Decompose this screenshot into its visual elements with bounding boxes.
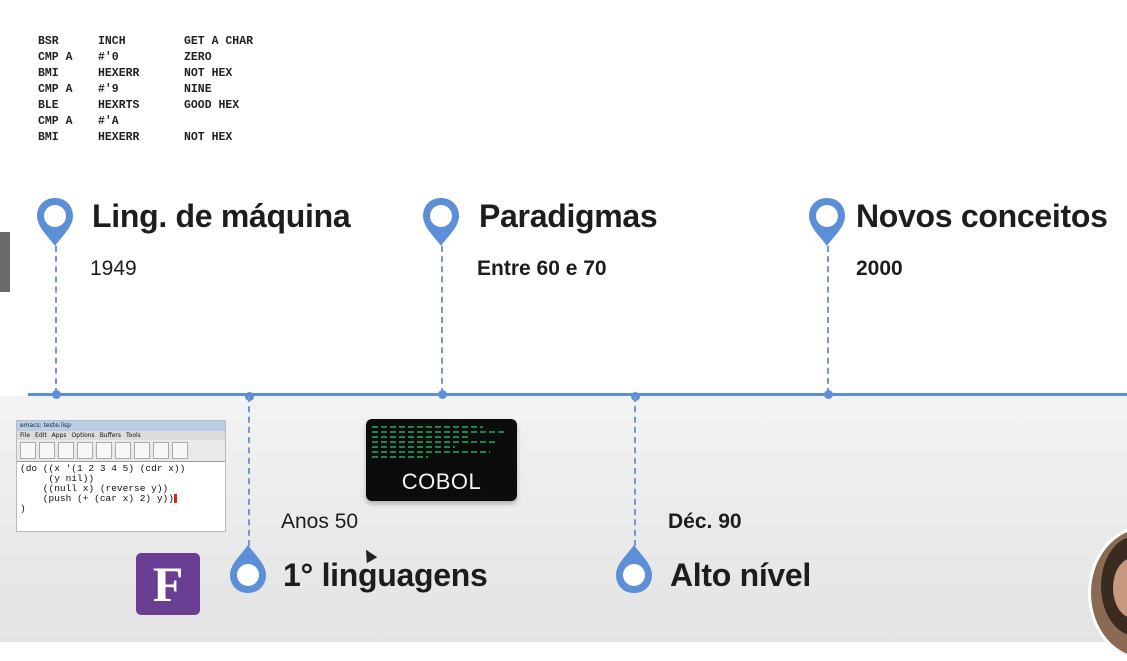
timeline-dot bbox=[52, 390, 61, 399]
emacs-menubar: File Edit Apps Options Buffers Tools bbox=[17, 431, 225, 440]
event-date: Entre 60 e 70 bbox=[477, 257, 607, 280]
timeline-connector bbox=[248, 396, 250, 546]
location-pin-icon bbox=[37, 198, 73, 246]
cobol-screenshot: COBOL bbox=[366, 419, 517, 501]
text-cursor bbox=[173, 494, 177, 503]
location-pin-icon bbox=[423, 198, 459, 246]
terminal-text bbox=[372, 423, 511, 461]
emacs-screenshot: emacs: teste.lisp File Edit Apps Options… bbox=[16, 420, 226, 532]
event-date: 1949 bbox=[90, 257, 137, 280]
print-icon bbox=[77, 442, 93, 459]
timeline-dot bbox=[824, 390, 833, 399]
event-title: 1° linguagens bbox=[283, 557, 488, 593]
asm-line: BLE HEXRTS GOOD HEX bbox=[38, 99, 240, 112]
open-folder-icon bbox=[39, 442, 55, 459]
emacs-toolbar bbox=[17, 440, 225, 462]
asm-line: CMP A #'0 ZERO bbox=[38, 51, 212, 64]
event-title: Novos conceitos bbox=[856, 198, 1108, 234]
save-icon bbox=[58, 442, 74, 459]
menu-item: Options bbox=[71, 432, 95, 439]
cobol-label: COBOL bbox=[401, 469, 482, 494]
asm-line: BMI HEXERR NOT HEX bbox=[38, 67, 233, 80]
lisp-code: (do ((x '(1 2 3 4 5) (cdr x)) (y nil)) (… bbox=[20, 463, 186, 515]
timeline-connector bbox=[441, 246, 443, 394]
menu-item: Tools bbox=[126, 432, 141, 439]
spell-icon bbox=[172, 442, 188, 459]
asm-line: CMP A #'9 NINE bbox=[38, 83, 212, 96]
timeline-axis bbox=[28, 393, 1127, 396]
paste-icon bbox=[134, 442, 150, 459]
asm-line: BMI HEXERR NOT HEX bbox=[38, 131, 233, 144]
menu-item: Buffers bbox=[99, 432, 122, 439]
copy-icon bbox=[115, 442, 131, 459]
location-pin-icon bbox=[230, 545, 266, 593]
menu-item: Apps bbox=[51, 432, 67, 439]
event-title: Paradigmas bbox=[479, 198, 658, 234]
asm-line: BSR INCH GET A CHAR bbox=[38, 35, 254, 48]
undo-icon bbox=[153, 442, 169, 459]
cut-icon bbox=[96, 442, 112, 459]
event-title: Ling. de máquina bbox=[92, 198, 351, 234]
fortran-logo: F bbox=[136, 553, 200, 615]
timeline-connector bbox=[634, 396, 636, 546]
timeline-connector bbox=[55, 246, 57, 394]
location-pin-icon bbox=[616, 545, 652, 593]
event-date: Anos 50 bbox=[281, 510, 359, 533]
emacs-titlebar: emacs: teste.lisp bbox=[17, 421, 225, 431]
assembly-code-snippet: BSR INCH GET A CHAR CMP A #'0 ZERO BMI HEXERR… bbox=[38, 34, 253, 146]
new-file-icon bbox=[20, 442, 36, 459]
timeline-dot bbox=[438, 390, 447, 399]
timeline-connector bbox=[827, 246, 829, 394]
menu-item: File bbox=[20, 432, 31, 439]
event-date: Déc. 90 bbox=[668, 510, 742, 533]
menu-item: Edit bbox=[35, 432, 47, 439]
event-title: Alto nível bbox=[670, 557, 812, 593]
location-pin-icon bbox=[809, 198, 845, 246]
asm-line: CMP A #'A bbox=[38, 115, 119, 128]
side-tab[interactable] bbox=[0, 232, 10, 292]
event-date: 2000 bbox=[856, 257, 903, 280]
